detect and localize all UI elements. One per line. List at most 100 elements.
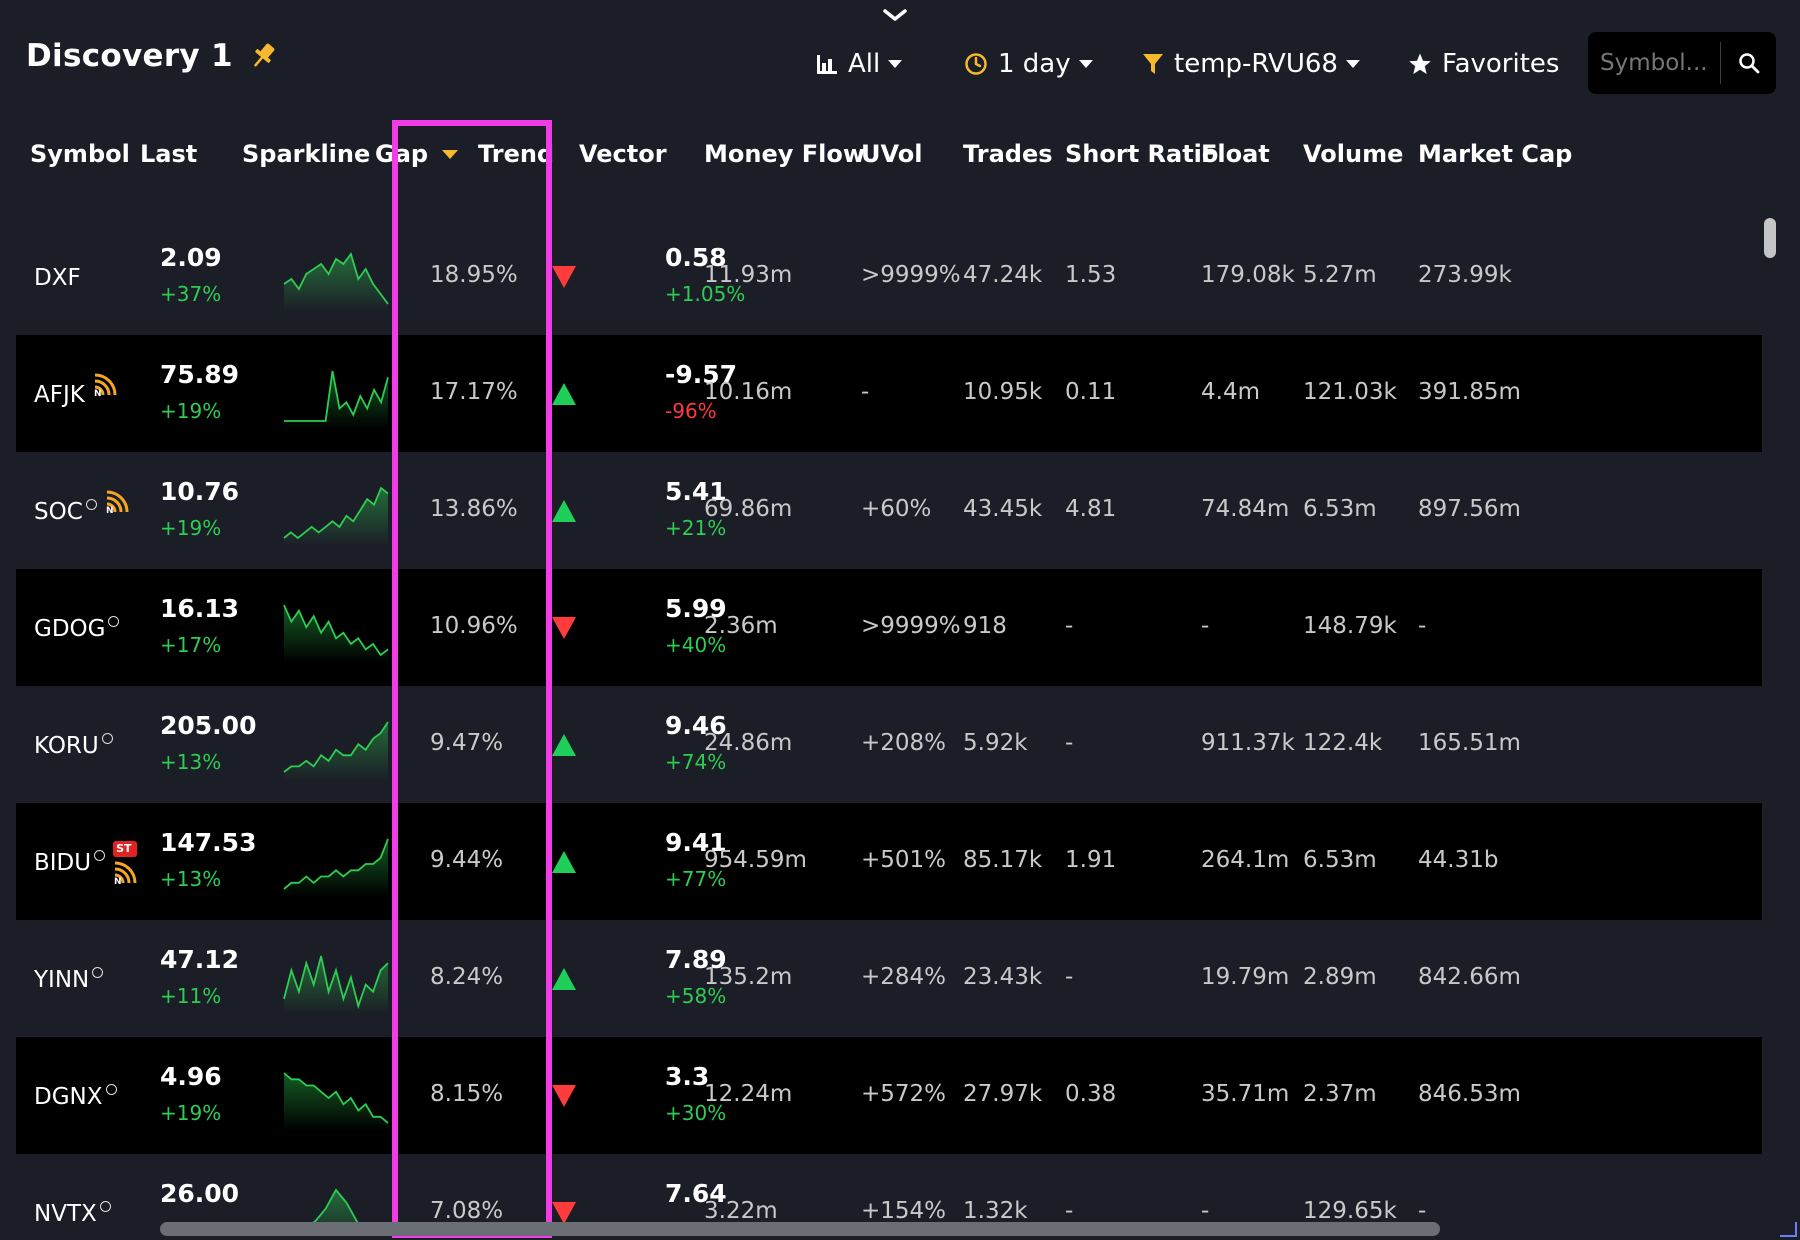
symbol-text[interactable]: KORU [34, 733, 99, 759]
column-header-uvol[interactable]: UVol [861, 140, 922, 168]
symbol-cell[interactable]: KORU [34, 732, 113, 760]
symbol-text[interactable]: SOC [34, 499, 83, 525]
trades-cell: 918 [963, 613, 1007, 639]
table-row[interactable]: KORU 205.00 +13% 9.47% 9.46 +74% 24.86m +208% 5.… [16, 686, 1762, 803]
table-header-row: Symbol Last Sparkline Gap Trend Vector Money F… [16, 140, 1762, 180]
symbol-cell[interactable]: NVTX [34, 1200, 111, 1222]
search-button[interactable] [1721, 32, 1776, 94]
symbol-text[interactable]: DXF [34, 265, 81, 291]
trend-down-icon [552, 1085, 576, 1107]
news-feed-icon[interactable]: N [113, 861, 137, 885]
last-cell: 10.76 +19% [160, 476, 239, 542]
pin-icon[interactable] [247, 40, 279, 72]
timeframe-dropdown[interactable]: 1 day [964, 44, 1093, 84]
table-row[interactable]: DXF 2.09 +37% 18.95% 0.58 +1.05% 11.93m >9999% 4… [16, 218, 1762, 335]
trend-cell [550, 966, 578, 992]
symbol-search-input[interactable] [1588, 50, 1720, 76]
resize-grip-icon[interactable] [1778, 1220, 1798, 1238]
symbol-cell[interactable]: DXF [34, 264, 81, 292]
symbol-text[interactable]: AFJK [34, 382, 85, 408]
market-cap-cell: 897.56m [1418, 496, 1521, 522]
symbol-cell[interactable]: SOC N [34, 490, 129, 526]
last-price: 4.96 [160, 1062, 222, 1091]
column-header-short-ratio[interactable]: Short Ratio [1065, 140, 1218, 168]
float-cell: 264.1m [1201, 847, 1290, 873]
symbol-cell[interactable]: DGNX [34, 1083, 117, 1111]
symbol-cell[interactable]: BIDU ST N [34, 841, 138, 885]
trend-down-icon [552, 1202, 576, 1222]
column-header-symbol[interactable]: Symbol [30, 140, 130, 168]
trend-down-icon [552, 617, 576, 639]
vector-cell: 7.89 +58% [665, 944, 727, 1010]
table-row[interactable]: YINN 47.12 +11% 8.24% 7.89 +58% 135.2m +284% 23.… [16, 920, 1762, 1037]
search-icon [1738, 53, 1759, 74]
horizontal-scrollbar-thumb[interactable] [160, 1222, 1440, 1236]
sparkline-chart [283, 838, 389, 897]
sparkline-area [284, 839, 388, 897]
column-header-float[interactable]: Float [1201, 140, 1270, 168]
column-header-trades[interactable]: Trades [963, 140, 1053, 168]
svg-text:N: N [94, 389, 102, 397]
uvol-cell: +154% [861, 1198, 947, 1222]
table-row[interactable]: NVTX 26.00 7.08% 7.64 3.22m +154% 1.32k - -129.6… [16, 1154, 1762, 1222]
column-header-market-cap[interactable]: Market Cap [1418, 140, 1572, 168]
column-header-gap[interactable]: Gap [375, 140, 459, 168]
last-price: 75.89 [160, 360, 240, 389]
symbol-text[interactable]: NVTX [34, 1201, 97, 1222]
trades-cell: 27.97k [963, 1081, 1043, 1107]
favorites-label: Favorites [1442, 49, 1560, 79]
news-feed-icon[interactable]: N [105, 490, 129, 514]
symbol-cell[interactable]: GDOG [34, 615, 120, 643]
market-cap-cell: - [1418, 613, 1427, 639]
vertical-scrollbar-thumb[interactable] [1764, 218, 1776, 258]
sparkline-line [283, 252, 389, 305]
table-row[interactable]: SOC N 10.76 +19% 13.86% 5.41 +21% 69.86m +60% 43.… [16, 452, 1762, 569]
last-cell: 4.96 +19% [160, 1061, 222, 1127]
column-header-money-flow[interactable]: Money Flow [704, 140, 865, 168]
news-feed-icon[interactable]: N [93, 373, 117, 397]
sparkline-cell [282, 825, 390, 897]
favorites-button[interactable]: Favorites [1408, 44, 1559, 84]
table-row[interactable]: BIDU ST N 147.53 +13% 9.44% 9.41 +77% 954.59m +50… [16, 803, 1762, 920]
chart-type-dropdown[interactable]: All [816, 44, 903, 84]
symbol-cell[interactable]: YINN [34, 966, 104, 994]
gap-cell: 7.08% [430, 1198, 504, 1222]
symbol-text[interactable]: BIDU [34, 850, 92, 876]
column-header-last[interactable]: Last [140, 140, 197, 168]
table-row[interactable]: GDOG 16.13 +17% 10.96% 5.99 +40% 2.36m >9999% 91… [16, 569, 1762, 686]
trades-cell: 47.24k [963, 262, 1043, 288]
symbol-text[interactable]: YINN [34, 967, 90, 993]
market-cap-cell: 165.51m [1418, 730, 1521, 756]
uvol-cell: - [861, 379, 870, 405]
column-header-label: Money Flow [704, 140, 866, 168]
short-ratio-cell: - [1065, 1198, 1074, 1222]
sparkline-area [284, 605, 388, 663]
column-header-vector[interactable]: Vector [579, 140, 667, 168]
column-header-sparkline[interactable]: Sparkline [242, 140, 370, 168]
table-row[interactable]: AFJK N 75.89 +19% 17.17% -9.57 -96% 10.16m - 10.9… [16, 335, 1762, 452]
bar-chart-icon [816, 53, 838, 75]
gap-cell: 9.44% [430, 847, 504, 873]
gap-cell: 17.17% [430, 379, 518, 405]
stocktwits-badge-icon[interactable]: ST [113, 841, 138, 857]
column-header-label: Sparkline [242, 140, 371, 168]
vector-cell: 3.3 +30% [665, 1061, 726, 1127]
column-header-volume[interactable]: Volume [1303, 140, 1403, 168]
symbol-text[interactable]: GDOG [34, 616, 106, 642]
symbol-cell[interactable]: AFJK N [34, 373, 117, 409]
market-cap-cell: 44.31b [1418, 847, 1499, 873]
sparkline-area [284, 956, 388, 1014]
table-row[interactable]: DGNX 4.96 +19% 8.15% 3.3 +30% 12.24m +572% 27.97… [16, 1037, 1762, 1154]
sparkline-cell [282, 708, 390, 780]
page-title: Discovery 1 [26, 38, 233, 74]
sparkline-chart [283, 486, 389, 546]
sparkline-chart [283, 252, 389, 312]
filter-dropdown[interactable]: temp-RVU68 [1142, 44, 1360, 84]
collapse-chevron-icon[interactable] [878, 4, 912, 26]
uvol-cell: +572% [861, 1081, 947, 1107]
last-price: 147.53 [160, 828, 257, 857]
volume-cell: 5.27m [1303, 262, 1377, 288]
column-header-trend[interactable]: Trend [478, 140, 554, 168]
symbol-text[interactable]: DGNX [34, 1084, 103, 1110]
sparkline-cell [282, 591, 390, 663]
